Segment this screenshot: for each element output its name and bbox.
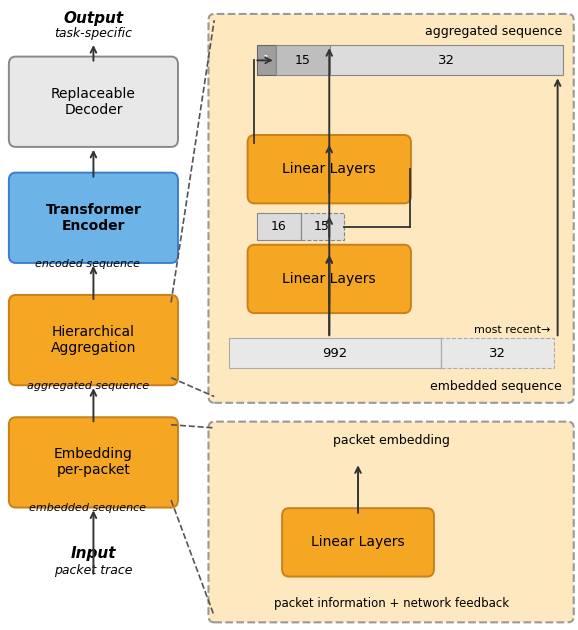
Text: aggregated sequence: aggregated sequence bbox=[425, 25, 562, 38]
FancyBboxPatch shape bbox=[9, 295, 178, 386]
Text: encoded sequence: encoded sequence bbox=[35, 258, 140, 268]
Text: aggregated sequence: aggregated sequence bbox=[27, 381, 149, 391]
Text: Replaceable
Decoder: Replaceable Decoder bbox=[51, 87, 136, 117]
Text: embedded sequence: embedded sequence bbox=[431, 381, 562, 393]
Text: Embedding
per-packet: Embedding per-packet bbox=[54, 447, 133, 478]
Text: 15: 15 bbox=[295, 54, 311, 67]
Text: embedded sequence: embedded sequence bbox=[29, 503, 146, 513]
FancyBboxPatch shape bbox=[9, 57, 178, 147]
FancyBboxPatch shape bbox=[209, 14, 574, 403]
Text: 32: 32 bbox=[438, 54, 455, 67]
FancyBboxPatch shape bbox=[209, 421, 574, 622]
FancyBboxPatch shape bbox=[247, 244, 411, 313]
Bar bbox=[331, 45, 564, 76]
Bar bbox=[229, 338, 442, 369]
Bar bbox=[257, 45, 276, 76]
Bar bbox=[301, 214, 344, 240]
Text: packet embedding: packet embedding bbox=[333, 434, 450, 447]
Text: 16: 16 bbox=[271, 220, 287, 233]
Bar bbox=[276, 45, 331, 76]
Text: most recent→: most recent→ bbox=[475, 325, 551, 335]
Text: 32: 32 bbox=[489, 346, 506, 360]
Text: Linear Layers: Linear Layers bbox=[311, 536, 405, 549]
Text: 992: 992 bbox=[323, 346, 347, 360]
Text: Transformer
Encoder: Transformer Encoder bbox=[46, 203, 142, 233]
Bar bbox=[257, 214, 301, 240]
Text: Linear Layers: Linear Layers bbox=[283, 162, 376, 176]
FancyBboxPatch shape bbox=[9, 173, 178, 263]
Text: 15: 15 bbox=[314, 220, 330, 233]
Text: Input: Input bbox=[71, 546, 116, 561]
Bar bbox=[442, 338, 554, 369]
Text: 1: 1 bbox=[263, 55, 270, 66]
Text: packet trace: packet trace bbox=[54, 564, 133, 576]
Text: packet information + network feedback: packet information + network feedback bbox=[273, 597, 509, 610]
Text: Output: Output bbox=[64, 11, 124, 26]
FancyBboxPatch shape bbox=[9, 417, 178, 508]
Text: Hierarchical
Aggregation: Hierarchical Aggregation bbox=[51, 325, 136, 355]
FancyBboxPatch shape bbox=[247, 135, 411, 203]
Text: Linear Layers: Linear Layers bbox=[283, 272, 376, 286]
Text: task-specific: task-specific bbox=[54, 27, 132, 40]
FancyBboxPatch shape bbox=[282, 508, 434, 576]
